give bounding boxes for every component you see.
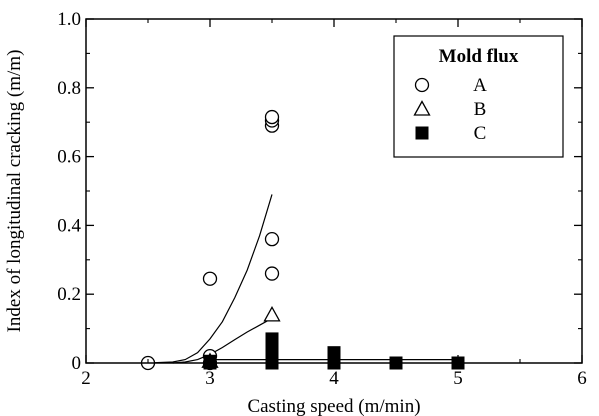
x-axis-title: Casting speed (m/min) [247,396,420,416]
x-tick-label: 4 [329,368,339,389]
x-tick-label: 6 [577,368,587,389]
axis-ticks [85,18,583,364]
legend-marker-b [413,100,431,116]
data-point-c [265,332,279,346]
y-axis-title: Index of longitudinal cracking (m/m) [4,50,25,333]
data-point-b [263,306,281,322]
y-tick-label: 0.2 [57,284,81,305]
axis-tick-labels: 2 3 4 5 6 0 0.2 0.4 0.6 0.8 1.0 [57,9,587,389]
legend-marker-a [414,77,430,93]
legend-marker-c [415,126,429,140]
fit-curve-a [147,194,273,364]
fit-curves [147,194,458,364]
legend-entries: ABC [413,75,487,144]
legend-title: Mold flux [439,46,519,67]
y-tick-label: 0 [72,353,82,374]
x-tick-label: 5 [453,368,463,389]
data-point-a [264,109,280,125]
x-tick-label: 3 [205,368,215,389]
y-tick-label: 0.4 [57,215,81,236]
y-tick-label: 0.6 [57,147,81,168]
data-point-a [264,266,280,281]
y-tick-label: 1.0 [57,9,81,30]
data-point-a [202,271,218,286]
fit-curve-b [172,317,273,364]
y-tick-label: 0.8 [57,78,81,99]
legend-label-a: A [473,75,487,96]
legend-label-c: C [474,123,487,144]
legend: Mold flux ABC [393,35,564,158]
data-point-c [327,346,341,360]
legend-label-b: B [474,99,487,120]
data-point-a [264,232,280,247]
x-tick-label: 2 [81,368,91,389]
